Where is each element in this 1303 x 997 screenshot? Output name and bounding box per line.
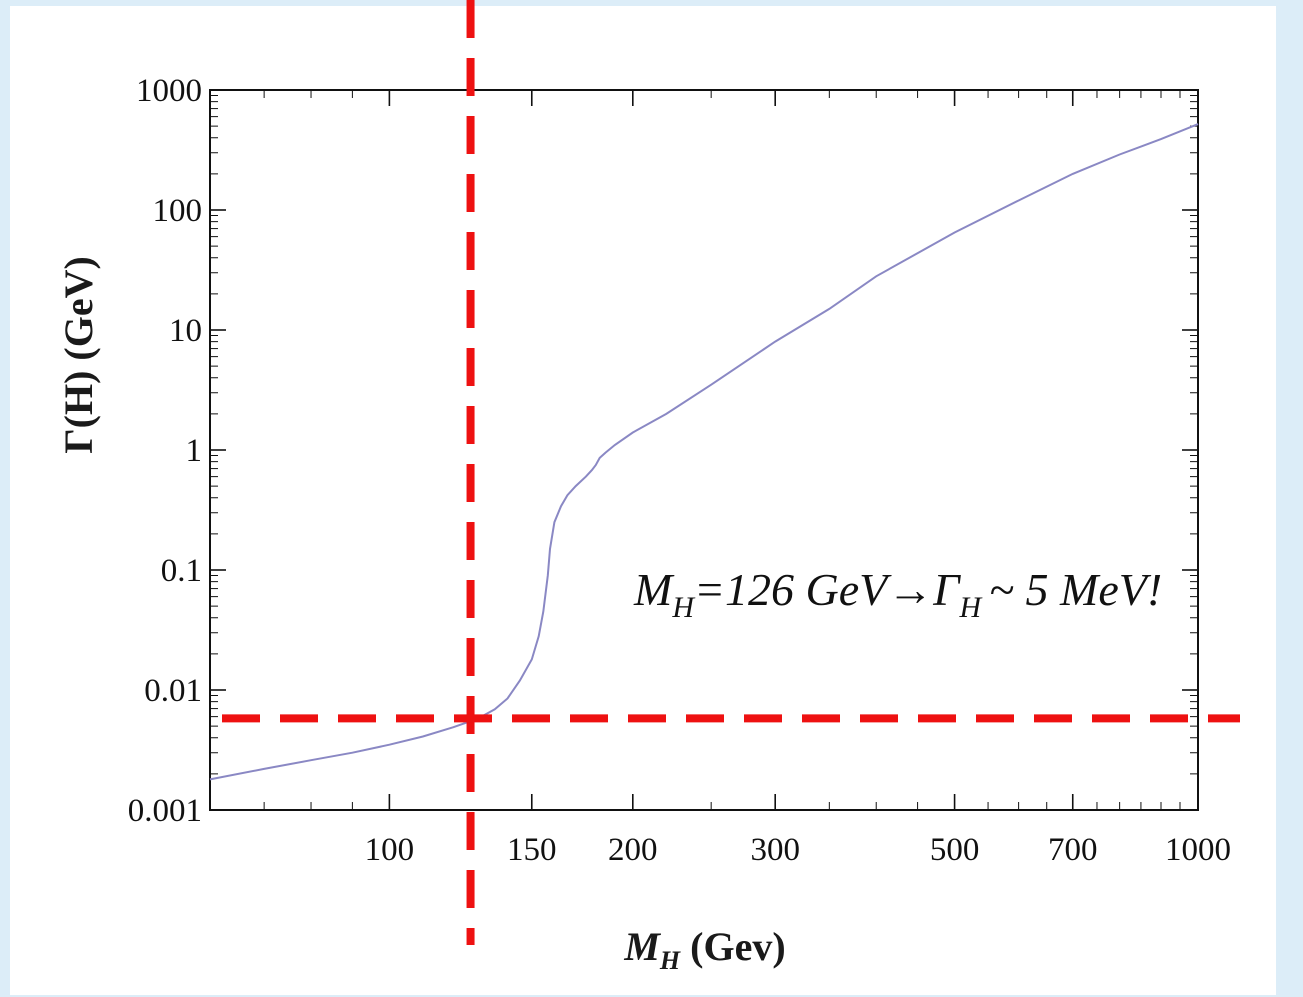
x-tick-label: 150	[507, 832, 557, 868]
x-tick-label: 200	[608, 832, 658, 868]
ticks-layer	[209, 89, 1199, 811]
x-tick-label: 300	[750, 832, 800, 868]
x-axis-title-symbol: M	[623, 924, 661, 969]
annotation-part-2: =126 GeV→Γ	[694, 564, 961, 615]
x-axis-title-unit: (Gev)	[680, 924, 786, 969]
annotation-text: MH=126 GeV→ΓH ~ 5 MeV!	[633, 564, 1162, 624]
chart-background	[10, 6, 1276, 995]
series-line	[209, 123, 1199, 781]
plot-frame	[209, 89, 1199, 811]
x-tick-label: 500	[930, 832, 980, 868]
x-axis-title-subscript: H	[659, 946, 681, 975]
annotation-subscript-1: H	[671, 591, 696, 624]
y-tick-label: 10	[169, 313, 202, 349]
annotation-part-3: ~ 5 MeV!	[989, 564, 1162, 615]
annotation-part-1: M	[633, 564, 675, 615]
reference-lines	[222, 0, 1240, 945]
y-tick-label: 1000	[136, 73, 202, 109]
y-tick-label: 1	[186, 433, 203, 469]
y-axis-title: Γ(H) (GeV)	[56, 256, 101, 454]
x-tick-label: 100	[365, 832, 415, 868]
y-tick-label: 0.001	[128, 793, 202, 829]
annotation-subscript-2: H	[958, 591, 983, 624]
y-tick-label: 0.01	[144, 673, 202, 709]
tick-labels-layer: 100 150 200 300 500 700 1000 0.001 0.01 0.1 1 10 100…	[128, 73, 1231, 868]
y-tick-label: 100	[153, 193, 203, 229]
y-tick-label: 0.1	[161, 553, 202, 589]
x-axis-title: MH (Gev)	[623, 924, 785, 975]
x-tick-label: 1000	[1165, 832, 1231, 868]
x-tick-label: 700	[1048, 832, 1098, 868]
